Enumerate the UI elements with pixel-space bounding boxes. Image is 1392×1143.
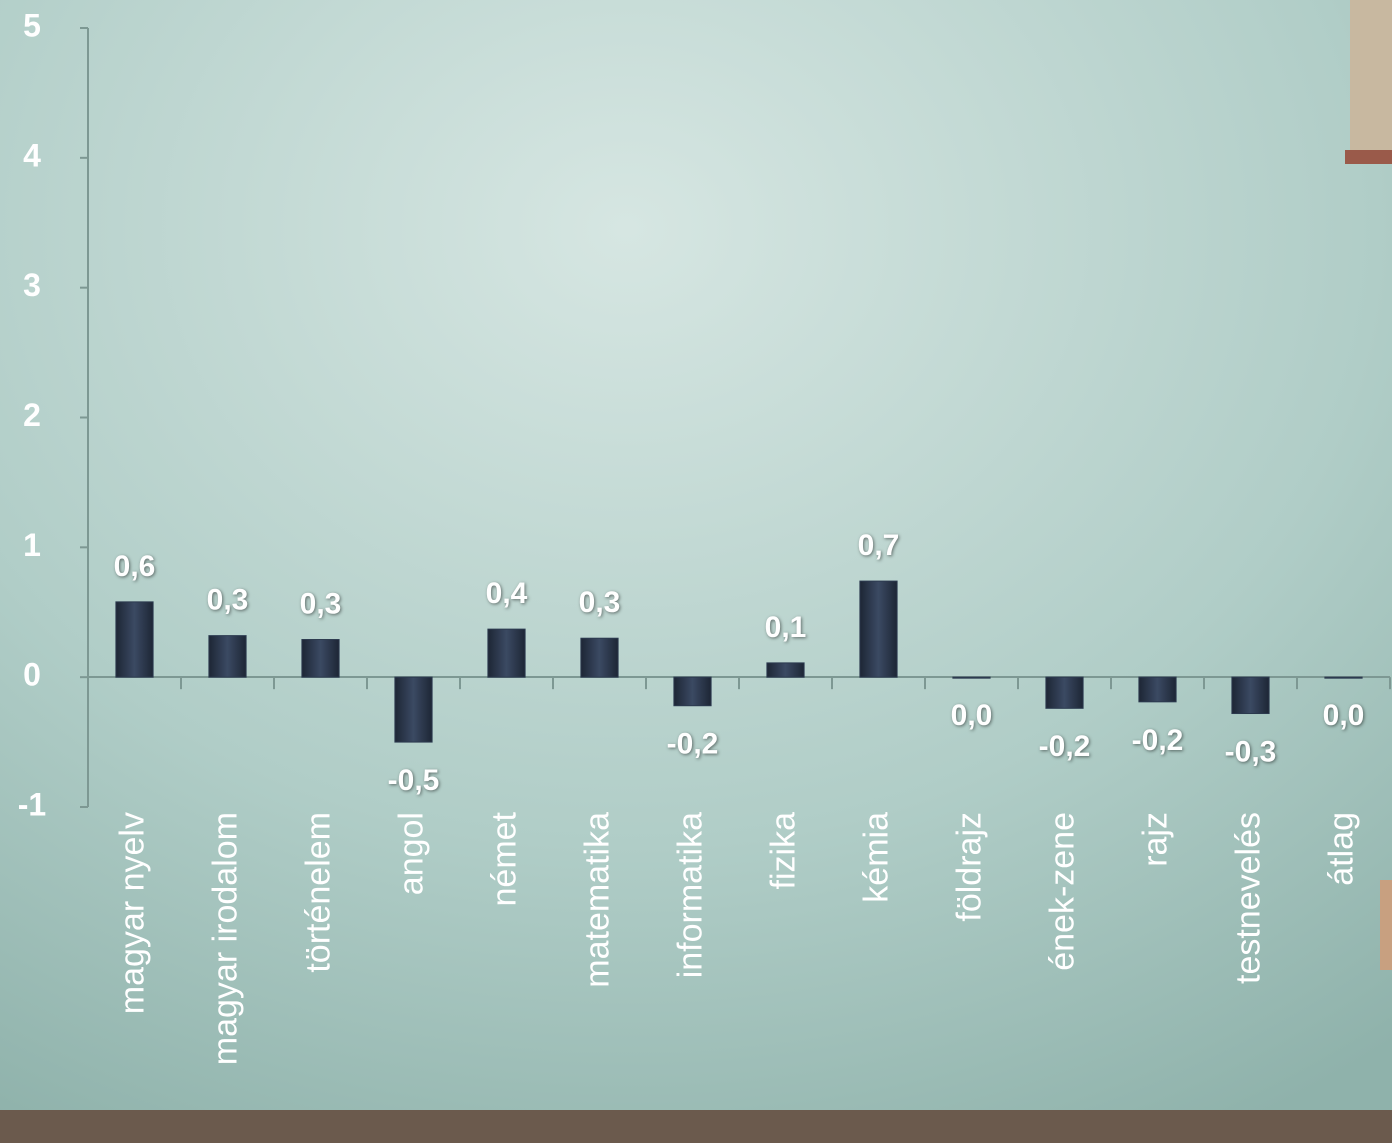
y-tick-label: 2 bbox=[23, 397, 41, 433]
x-tick-label: átlag bbox=[1322, 812, 1360, 886]
y-tick-label: 0 bbox=[23, 657, 41, 693]
bar bbox=[394, 676, 433, 743]
value-label: -0,2 bbox=[1039, 730, 1091, 763]
bar bbox=[208, 635, 247, 678]
value-label: 0,6 bbox=[114, 550, 156, 583]
y-tick-label: 3 bbox=[23, 267, 41, 303]
x-tick-label: angol bbox=[392, 812, 430, 895]
value-label: 0,0 bbox=[1323, 699, 1365, 732]
bar bbox=[952, 676, 991, 679]
value-label: -0,3 bbox=[1225, 735, 1277, 768]
bar bbox=[301, 639, 340, 678]
books-decoration bbox=[1345, 150, 1392, 164]
y-tick-label: -1 bbox=[18, 786, 46, 822]
x-tick-label: magyar nyelv bbox=[113, 812, 151, 1014]
bar bbox=[1231, 676, 1270, 715]
value-label: 0,3 bbox=[300, 587, 342, 620]
x-tick-label: fizika bbox=[764, 812, 802, 890]
bar bbox=[673, 676, 712, 707]
table-edge bbox=[0, 1110, 1392, 1143]
x-tick-label: testnevelés bbox=[1229, 812, 1267, 984]
x-tick-label: történelem bbox=[299, 812, 337, 973]
x-tick-label: rajz bbox=[1136, 812, 1174, 867]
value-label: -0,5 bbox=[388, 764, 440, 797]
bar bbox=[1138, 676, 1177, 703]
value-label: 0,4 bbox=[486, 577, 528, 610]
bar bbox=[859, 580, 898, 678]
value-label: 0,3 bbox=[207, 584, 249, 617]
value-label: 0,1 bbox=[765, 611, 807, 644]
value-label: -0,2 bbox=[667, 728, 719, 761]
books-decoration bbox=[1380, 880, 1392, 970]
x-tick-label: kémia bbox=[857, 812, 895, 903]
y-tick-label: 1 bbox=[23, 527, 41, 563]
books-decoration bbox=[1350, 0, 1392, 160]
bar bbox=[1045, 676, 1084, 709]
y-tick-label: 5 bbox=[23, 7, 41, 43]
x-tick-label: német bbox=[485, 811, 523, 906]
bar bbox=[1324, 676, 1363, 679]
x-tick-label: ének-zene bbox=[1043, 812, 1081, 971]
y-tick-label: 4 bbox=[23, 137, 41, 173]
x-tick-label: informatika bbox=[671, 812, 709, 978]
value-label: 0,7 bbox=[858, 529, 900, 562]
x-tick-label: matematika bbox=[578, 812, 616, 988]
bar bbox=[487, 628, 526, 678]
bar bbox=[580, 637, 619, 678]
x-tick-label: földrajz bbox=[950, 812, 988, 922]
bar bbox=[115, 601, 154, 678]
value-label: 0,3 bbox=[579, 586, 621, 619]
value-label: 0,0 bbox=[951, 699, 993, 732]
bar bbox=[766, 662, 805, 678]
value-label: -0,2 bbox=[1132, 724, 1184, 757]
x-tick-label: magyar irodalom bbox=[206, 812, 244, 1065]
